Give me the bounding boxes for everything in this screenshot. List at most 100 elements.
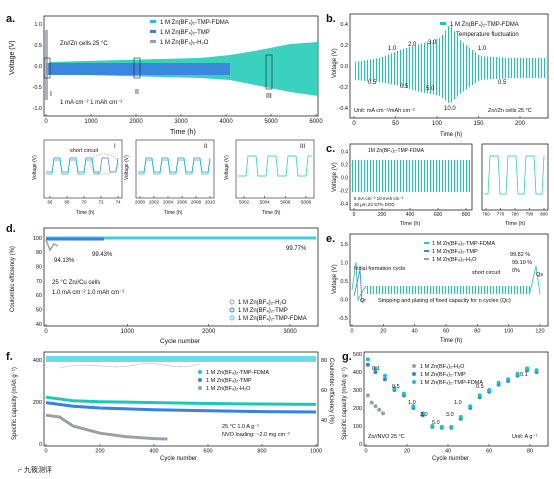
zoom-box-i [43,57,51,79]
data-point [373,370,378,374]
y-tick-label: -0.4 [339,106,348,112]
legend-d-1: 1 M Zn(BF₄)₂-TMP [238,308,288,314]
x-tick-label: 790 [526,212,534,217]
x-tick-label: 5006 [280,200,291,205]
rate-label: 1.0 [454,400,462,406]
x-tick-label: 3000 [283,329,297,335]
series-line [45,395,317,406]
zoom-wave-c [484,155,545,195]
x-tick-label: 2010 [205,200,216,205]
y-tick-label: 60 [36,293,42,299]
data-point [365,362,370,367]
discharge-e [529,265,541,295]
panel-letter-e: e. [326,233,335,245]
inset-i-tag: I [114,144,116,150]
note-e-0: Initial formation cycle [354,266,405,272]
panel-letter-b: b. [326,13,336,25]
x-tick-label: 5000 [264,119,278,125]
inset-ii-ylabel: Voltage (V) [124,155,130,180]
x-tick-label: 0 [44,119,48,125]
x-tick-label: 60 [486,449,492,455]
x-tick-label: 66 [47,200,53,205]
x-tick-label: 800 [462,212,471,218]
legend-g-0: 1 M Zn(BF₄)₂-H₂O [420,364,465,370]
x-tick-label: 120 [535,329,544,335]
x-tick-label: 600 [203,449,212,455]
y-tick-label: 0.0 [340,64,348,70]
x-tick-label: 5002 [239,200,250,205]
data-point [382,373,387,378]
ce-e-2: 0% [512,268,520,274]
x-tick-label: 2006 [177,200,188,205]
y-tick-label: -0.5 [33,85,42,91]
y-tick-label: 100 [353,424,362,430]
y-tick-label: 0.0 [341,176,348,182]
yticks-d: 100 90 80 70 60 50 40 [33,236,42,328]
data-point [430,424,435,428]
x-tick-label: 20 [380,329,386,335]
rate-b-top-0: 1.0 [388,46,397,52]
inset-ii [135,139,215,199]
zoom-xlabel-c: Time (h) [505,221,525,227]
data-point [439,424,444,429]
legend-a-0: 1 M Zn(BF₄)₂-TMP-FDMA [160,20,229,26]
x-tick-label: 70 [81,200,87,205]
ylabel-e: Voltage (V) [332,264,338,294]
plot-frame-d [43,227,319,327]
x-tick-label: 0 [353,212,356,218]
x-tick-label: 400 [149,449,158,455]
inset-iii-ylabel: Voltage (V) [224,155,230,180]
panel-d: d. 94.13% 99.43% 99.77% 25 °C Zn//Cu cel… [6,223,319,345]
y-tick-label: 0.4 [341,150,348,156]
plot-frame-b [349,13,549,119]
ylabel-a: Voltage (V) [9,40,16,75]
x-tick-label: 200 [95,449,104,455]
xticks-g: 0 20 40 60 80 [364,444,533,455]
legend-a: 1 M Zn(BF₄)₂-TMP-FDMA 1 M Zn(BF₄)₂-TMP 1… [150,20,229,46]
panel-letter-f: f. [6,351,13,363]
legend-a-2: 1 M Zn(BF₄)₂-H₂O [160,40,209,46]
x-tick-label: 4000 [219,119,233,125]
data-point [515,371,520,376]
y-tick-label: -0.5 [339,316,348,322]
ylabel-f: Specific capacity (mAh g⁻¹) [12,367,18,440]
data-point [506,377,511,382]
inset-i-ylabel: Voltage (V) [32,155,38,180]
x-tick-label: 150 [473,121,484,127]
series-line [45,401,317,414]
xlabel-c: Time (h) [400,221,420,227]
series-c [352,160,470,192]
annot-f-1: NVO loading: ~2.0 mg cm⁻² [222,432,290,438]
legend-c: 1M Zn(BF₄)₂-TMP-FDMA [368,148,425,154]
x-tick-label: 50 [392,121,399,127]
plot-frame-g [363,351,549,447]
x-tick-label: 3000 [174,119,188,125]
annot-c-0: 5 mA cm⁻² 10 mAh cm⁻² [354,196,404,201]
data-point [401,391,406,396]
x-tick-label: 770 [497,212,505,217]
xticks-e: 0 20 40 60 80 100 120 [350,324,545,335]
x-tick-label: 2002 [149,200,160,205]
xlabel-b: Time (h) [440,132,462,138]
x-tick-label: 68 [64,200,70,205]
inset-ii-tag: II [204,144,208,150]
xlabel-a: Time (h) [170,129,196,136]
rate-b-bottom: 10.0 [444,106,456,112]
annot-g-0: Zn//NVO 25 °C [368,434,405,440]
legend-a-1: 1 M Zn(BF₄)₂-TMP [160,30,210,36]
xticks-b: 0 50 100 150 200 [352,116,526,127]
x-tick-label: 2004 [163,200,174,205]
inset-iii [235,139,315,199]
x-tick-label: 40 [445,449,451,455]
rate-labels-g: 0.10.51.03.05.03.01.00.50.1 [372,366,528,426]
inset-ii-wave-fdma [138,159,211,175]
x-tick-label: 0 [352,121,356,127]
roman-iii: III [266,93,272,100]
data-point [468,404,473,409]
y-tick-label: -1.0 [33,106,42,112]
panel-letter-g: g. [342,351,352,363]
xticks-c: 0 200 400 600 800 [353,208,471,218]
data-point [369,400,374,405]
series-g [365,357,539,430]
